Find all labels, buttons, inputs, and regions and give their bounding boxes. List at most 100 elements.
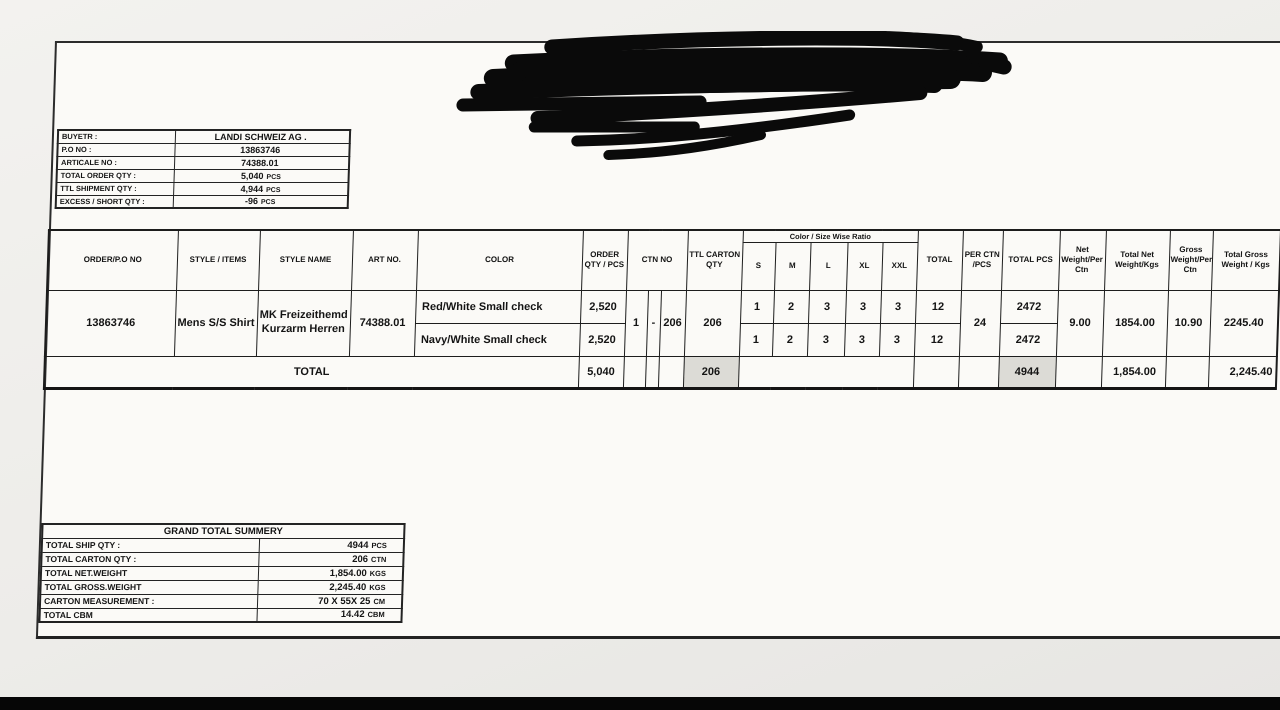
col-header-order-po-no: ORDER/P.O NO <box>47 230 178 290</box>
grand-total-value-text: 2,245.40 <box>329 581 367 593</box>
buyer-value: LANDI SCHWEIZ AG . <box>174 130 351 143</box>
col-header-ttl-carton-qty: TTL CARTON QTY <box>686 230 743 290</box>
cell-l-2: 3 <box>806 323 846 356</box>
grand-total-value-unit: CTN <box>370 554 387 564</box>
grand-total-row: TOTAL CARTON QTY : 206 CTN <box>41 552 404 566</box>
col-header-total: TOTAL <box>916 230 963 290</box>
buyer-label: P.O NO : <box>57 143 175 156</box>
col-header-total-gross-weight: Total Gross Weight / Kgs <box>1211 230 1280 290</box>
cell-total-gross-weight: 2245.40 <box>1208 290 1280 356</box>
buyer-value-text: 5,040 <box>240 170 264 181</box>
buyer-label: BUYETR : <box>57 130 176 143</box>
grand-total-value: 206 CTN <box>258 552 404 566</box>
grand-total-value-text: 4944 <box>347 539 369 551</box>
cell-order-qty-1: 2,520 <box>579 290 627 323</box>
cell-empty <box>1164 356 1209 388</box>
buyer-value: 74388.01 <box>173 156 350 169</box>
cell-per-ctn-pcs: 24 <box>958 290 1002 356</box>
grand-total-value: 1,854.00 KGS <box>257 566 404 580</box>
cell-style-name: MK Freizeithemd Kurzarm Herren <box>255 290 352 356</box>
grand-total-value-unit: CBM <box>367 610 385 620</box>
buyer-value-text: 4,944 <box>240 183 264 194</box>
buyer-value-unit: PCS <box>266 173 281 181</box>
buyer-value-text: 74388.01 <box>240 157 279 168</box>
col-header-art-no: ART NO. <box>351 230 418 290</box>
buyer-value-text: LANDI SCHWEIZ AG . <box>214 131 307 142</box>
buyer-label: TOTAL ORDER QTY : <box>56 169 174 182</box>
col-header-ctn-no: CTN NO <box>626 230 688 290</box>
buyer-value-text: 13863746 <box>240 144 281 155</box>
buyer-value-unit: PCS <box>265 186 281 194</box>
grand-total-value-text: 206 <box>351 553 369 565</box>
cell-m-1: 2 <box>773 290 810 323</box>
grand-total-label: TOTAL CBM <box>39 608 257 622</box>
buyer-value: 13863746 <box>174 143 350 156</box>
grand-total-label: CARTON MEASUREMENT : <box>39 594 258 608</box>
cell-color-1: Red/White Small check <box>414 290 582 323</box>
cell-ratio-total-2: 12 <box>913 323 961 356</box>
cell-empty <box>957 356 999 388</box>
cell-total-pcs-2: 2472 <box>998 323 1058 356</box>
buyer-row: TTL SHIPMENT QTY : 4,944 PCS <box>56 182 349 195</box>
grand-total-row: CARTON MEASUREMENT : 70 X 55X 25 CM <box>39 594 403 608</box>
buyer-value: 5,040 PCS <box>173 169 349 182</box>
buyer-value-unit: PCS <box>260 199 276 207</box>
buyer-label: TTL SHIPMENT QTY : <box>56 182 174 195</box>
grand-total-summary-table: GRAND TOTAL SUMMERY TOTAL SHIP QTY : 494… <box>38 523 406 623</box>
cell-total-net-weight-sum: 1,854.00 <box>1100 356 1166 388</box>
grand-total-value-unit: PCS <box>371 540 388 550</box>
grand-total-row: TOTAL CBM 14.42 CBM <box>39 608 402 622</box>
col-group-header-size-ratio: Color / Size Wise Ratio <box>742 230 918 242</box>
cell-total-carton-qty: 206 <box>682 356 739 388</box>
col-header-per-ctn-pcs: PER CTN /PCS <box>961 230 1003 290</box>
col-header-total-pcs: TOTAL PCS <box>1001 230 1060 290</box>
redaction-scribble <box>456 31 1012 160</box>
buyer-label: ARTICALE NO : <box>56 156 175 169</box>
buyer-value: -96 PCS <box>172 195 349 208</box>
buyer-value: 4,944 PCS <box>173 182 349 195</box>
grand-total-value: 70 X 55X 25 CM <box>256 594 403 608</box>
cell-total-net-weight: 1854.00 <box>1101 290 1169 356</box>
grand-total-value-unit: CM <box>373 596 386 606</box>
grand-total-label: TOTAL GROSS.WEIGHT <box>40 580 258 594</box>
buyer-row: P.O NO : 13863746 <box>57 143 350 156</box>
grand-total-value: 4944 PCS <box>258 538 405 552</box>
grand-total-value-text: 70 X 55X 25 <box>317 595 371 607</box>
cell-empty <box>644 356 659 388</box>
grand-total-label: TOTAL NET.WEIGHT <box>40 566 259 580</box>
col-header-size-s: S <box>741 242 776 290</box>
col-header-total-net-weight: Total Net Weight/Kgs <box>1104 230 1170 290</box>
cell-order-po-no: 13863746 <box>44 290 177 356</box>
cell-total-pcs-1: 2472 <box>1000 290 1059 323</box>
grand-total-value: 2,245.40 KGS <box>257 580 403 594</box>
buyer-value-text: -96 <box>244 196 259 207</box>
col-header-color: COLOR <box>416 230 583 290</box>
col-header-size-xl: XL <box>846 242 883 290</box>
grand-total-row: TOTAL GROSS.WEIGHT 2,245.40 KGS <box>40 580 403 594</box>
cell-xxl-2: 3 <box>878 323 916 356</box>
cell-empty <box>1054 356 1102 388</box>
grand-total-value: 14.42 CBM <box>256 608 402 622</box>
grand-total-label: TOTAL CARTON QTY : <box>41 552 259 566</box>
cell-style-items: Mens S/S Shirt <box>173 290 259 356</box>
table-row: 13863746 Mens S/S Shirt MK Freizeithemd … <box>44 290 1280 356</box>
cell-order-qty-2: 2,520 <box>578 323 625 356</box>
grand-total-label: TOTAL SHIP QTY : <box>41 538 260 552</box>
cell-empty <box>737 356 914 388</box>
cell-total-label: TOTAL <box>43 356 579 388</box>
cell-xl-1: 3 <box>845 290 882 323</box>
cell-ratio-total-1: 12 <box>915 290 962 323</box>
cell-total-gross-weight-sum: 2,245.40 <box>1207 356 1277 388</box>
buyer-row: EXCESS / SHORT QTY : -96 PCS <box>55 195 349 208</box>
table-total-row: TOTAL 5,040 206 4944 1,854.00 2,245.40 <box>43 356 1277 388</box>
buyer-row: TOTAL ORDER QTY : 5,040 PCS <box>56 169 349 182</box>
grand-total-title: GRAND TOTAL SUMMERY <box>42 524 405 538</box>
scanned-packing-list-page: BUYETR : LANDI SCHWEIZ AG . P.O NO : 138… <box>35 31 1280 639</box>
grand-total-title-row: GRAND TOTAL SUMMERY <box>42 524 405 538</box>
cell-ctn-to: 206 <box>658 290 687 356</box>
cell-xl-2: 3 <box>843 323 881 356</box>
grand-total-value-text: 14.42 <box>340 609 365 621</box>
col-header-size-xxl: XXL <box>881 242 918 290</box>
cell-empty <box>657 356 684 388</box>
grand-total-row: TOTAL NET.WEIGHT 1,854.00 KGS <box>40 566 404 580</box>
